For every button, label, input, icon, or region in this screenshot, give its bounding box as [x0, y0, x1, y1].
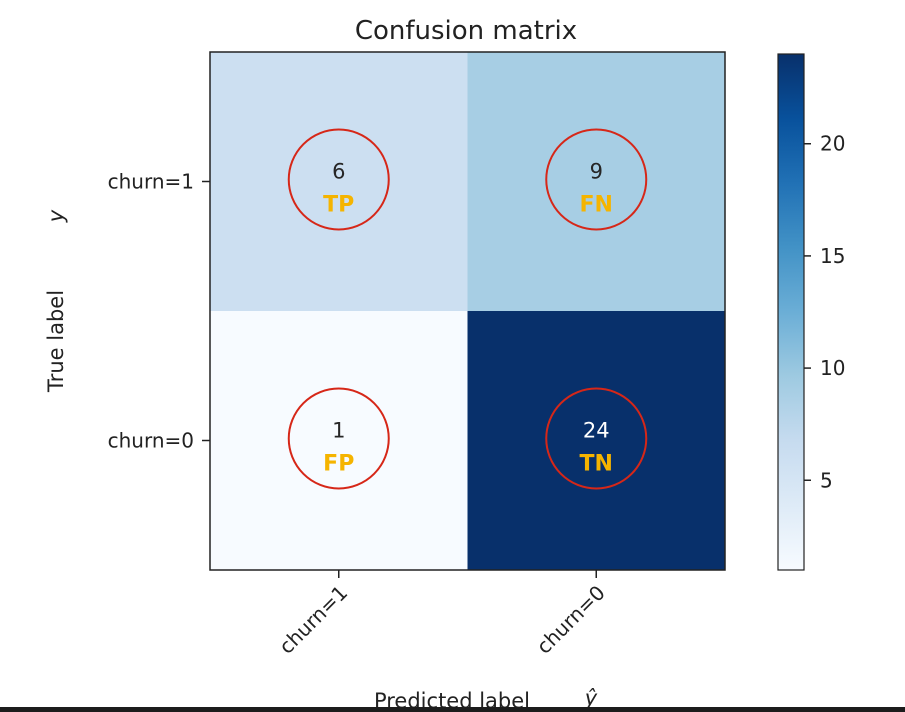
colorbar-ticks: 5 10 15 20 — [804, 132, 845, 492]
x-tick-label: churn=0 — [532, 581, 610, 659]
cell-value-label: 24 — [583, 419, 610, 443]
cell-tag-label: FP — [323, 452, 354, 477]
annotation-circle — [545, 128, 648, 231]
colorbar-tick-label: 10 — [820, 356, 845, 380]
heatmap-cell — [210, 52, 468, 311]
colorbar-tick-label: 5 — [820, 468, 833, 492]
cell-tag-label: TN — [580, 452, 613, 477]
chart-title: Confusion matrix — [355, 16, 577, 46]
heatmap-cells: 6 TP 9 FN 1 FP 24 TN — [210, 52, 725, 570]
left-edge — [0, 0, 6, 712]
annotation-circle — [287, 387, 390, 490]
y-axis-label: True label — [44, 290, 68, 393]
y-tick-label: churn=0 — [108, 429, 194, 453]
colorbar-tick-label: 20 — [820, 132, 845, 156]
colorbar-tick-label: 15 — [820, 244, 845, 268]
heatmap-cell — [467, 311, 725, 570]
x-tick-label: churn=1 — [274, 581, 352, 659]
x-axis: churn=1 churn=0 — [274, 570, 610, 659]
x-axis-label: Predicted label — [374, 689, 530, 712]
heatmap-cell — [467, 52, 725, 311]
cell-tag-label: TP — [323, 193, 354, 218]
cell-value-label: 9 — [590, 160, 603, 184]
colorbar — [777, 53, 805, 571]
cell-tag-label: FN — [580, 193, 613, 218]
y-tick-label: churn=1 — [108, 170, 194, 194]
cell-value-label: 6 — [332, 160, 345, 184]
y-axis: churn=1 churn=0 — [108, 170, 210, 453]
bottom-edge-bar — [0, 707, 905, 712]
cell-value-label: 1 — [332, 419, 345, 443]
annotation-circle — [287, 128, 390, 231]
heatmap-cell — [210, 311, 468, 570]
annotation-circle — [545, 387, 648, 490]
y-axis-symbol: y — [44, 209, 68, 223]
x-axis-symbol: ŷ — [584, 686, 598, 710]
plot-frame — [209, 51, 726, 571]
y-axis-label-group: True label y — [44, 209, 68, 393]
